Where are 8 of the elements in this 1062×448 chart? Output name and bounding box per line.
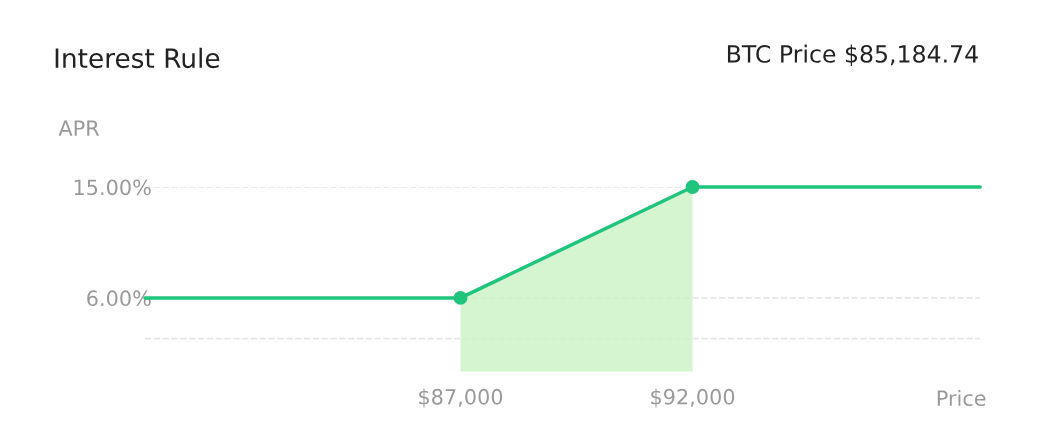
y-axis-title: APR <box>58 120 100 136</box>
x-tick-label: $92,000 <box>651 388 735 408</box>
chart-title: Interest Rule <box>55 47 220 69</box>
chart-subtitle: BTC Price $85,184.74 <box>727 44 978 66</box>
y-tick-label: 15.00% <box>74 179 151 196</box>
x-axis-title: Price <box>937 389 986 407</box>
y-tick-label: 6.00% <box>87 290 151 307</box>
x-tick-label: $87,000 <box>419 388 503 408</box>
